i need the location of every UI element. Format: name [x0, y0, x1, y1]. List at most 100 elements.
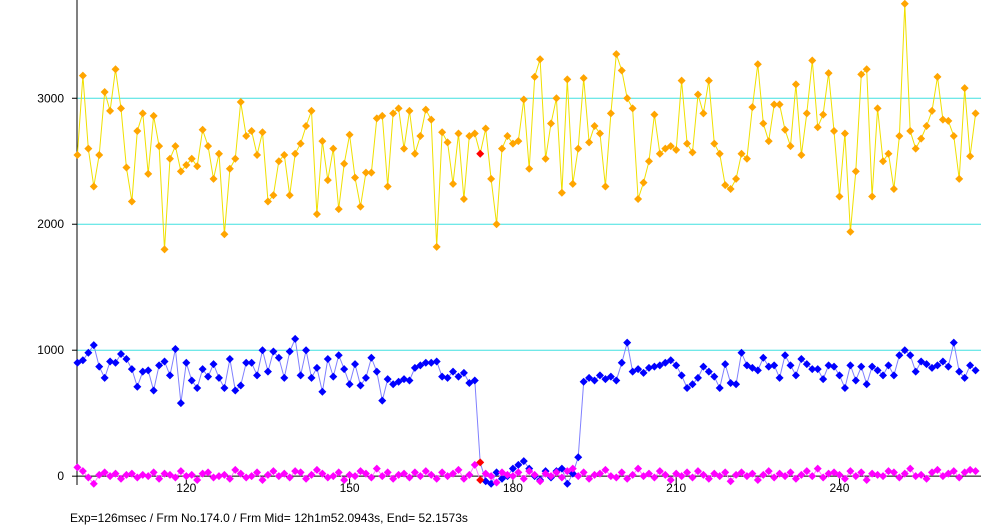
point: [258, 475, 267, 484]
point: [753, 475, 762, 484]
point: [781, 351, 790, 360]
point: [253, 371, 262, 380]
point: [693, 467, 702, 476]
point: [824, 361, 833, 370]
point: [247, 127, 256, 136]
point: [677, 76, 686, 85]
point: [111, 358, 120, 367]
point: [253, 468, 262, 477]
point: [933, 465, 942, 474]
point: [966, 465, 975, 474]
point: [791, 371, 800, 380]
point: [732, 174, 741, 183]
point: [846, 227, 855, 236]
point: [263, 197, 272, 206]
point: [759, 470, 768, 479]
point: [165, 154, 174, 163]
point: [416, 132, 425, 141]
point: [683, 139, 692, 148]
x-tick-label: 210: [666, 481, 686, 495]
point: [606, 372, 615, 381]
point: [236, 469, 245, 478]
point: [617, 358, 626, 367]
point: [492, 220, 501, 229]
point: [171, 344, 180, 353]
point: [492, 468, 501, 477]
point: [879, 371, 888, 380]
point: [340, 159, 349, 168]
point: [410, 149, 419, 158]
point: [176, 399, 185, 408]
point: [116, 349, 125, 358]
point: [802, 360, 811, 369]
point: [781, 472, 790, 481]
point: [307, 470, 316, 479]
point: [258, 128, 267, 137]
point: [133, 127, 142, 136]
point: [405, 376, 414, 385]
point: [808, 472, 817, 481]
point: [786, 142, 795, 151]
point: [791, 80, 800, 89]
point: [503, 132, 512, 141]
point: [851, 472, 860, 481]
point: [361, 168, 370, 177]
point: [922, 474, 931, 483]
point: [737, 149, 746, 158]
point: [835, 470, 844, 479]
point: [160, 357, 169, 366]
point: [89, 479, 98, 488]
point: [639, 178, 648, 187]
point: [911, 144, 920, 153]
point: [612, 473, 621, 482]
point: [546, 119, 555, 128]
point: [715, 472, 724, 481]
point: [519, 95, 528, 104]
point: [655, 467, 664, 476]
point: [824, 69, 833, 78]
point: [688, 148, 697, 157]
point: [122, 163, 131, 172]
point: [514, 460, 523, 469]
point: [857, 468, 866, 477]
point: [721, 468, 730, 477]
point: [187, 376, 196, 385]
point: [813, 123, 822, 132]
point: [612, 50, 621, 59]
point: [231, 386, 240, 395]
series-line: [77, 337, 976, 485]
point: [95, 150, 104, 159]
point: [323, 176, 332, 185]
point: [312, 210, 321, 219]
point: [459, 195, 468, 204]
point: [302, 474, 311, 483]
point: [84, 144, 93, 153]
point: [802, 467, 811, 476]
point: [116, 104, 125, 113]
point: [884, 361, 893, 370]
point: [187, 470, 196, 479]
point: [530, 470, 539, 479]
point: [470, 376, 479, 385]
point: [879, 157, 888, 166]
point: [519, 457, 528, 466]
point: [775, 100, 784, 109]
point: [323, 473, 332, 482]
point: [634, 195, 643, 204]
point: [508, 464, 517, 473]
point: [606, 109, 615, 118]
point: [421, 105, 430, 114]
point: [791, 474, 800, 483]
point: [165, 371, 174, 380]
point: [938, 115, 947, 124]
point: [514, 468, 523, 477]
point: [176, 467, 185, 476]
point: [949, 338, 958, 347]
point: [884, 467, 893, 476]
point: [470, 129, 479, 138]
point: [704, 367, 713, 376]
y-tick-label: 0: [57, 469, 64, 483]
x-tick-label: 180: [503, 481, 523, 495]
point: [258, 346, 267, 355]
point: [759, 119, 768, 128]
